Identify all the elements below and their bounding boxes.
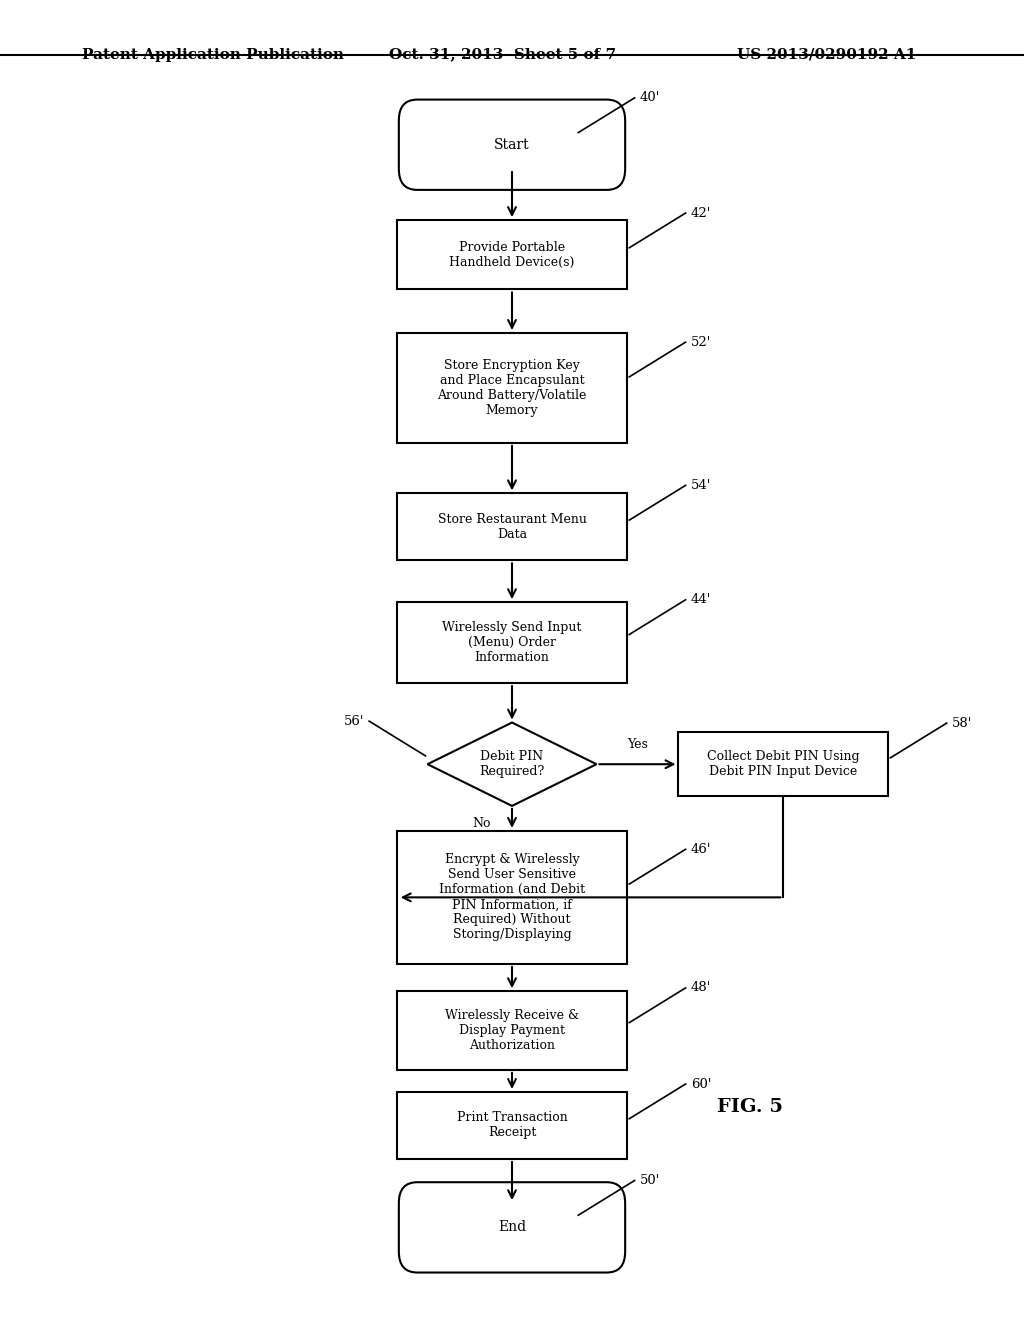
Bar	[678, 733, 888, 796]
Polygon shape	[428, 722, 596, 807]
Text: 54': 54'	[691, 479, 711, 492]
Text: Debit PIN
Required?: Debit PIN Required?	[479, 750, 545, 779]
Bar	[397, 220, 627, 289]
Bar	[397, 991, 627, 1071]
Text: Yes: Yes	[627, 738, 648, 751]
Text: Oct. 31, 2013  Sheet 5 of 7: Oct. 31, 2013 Sheet 5 of 7	[389, 48, 616, 62]
Text: 52': 52'	[691, 335, 711, 348]
Text: 50': 50'	[640, 1173, 660, 1187]
Text: 44': 44'	[691, 593, 711, 606]
Text: 60': 60'	[691, 1077, 712, 1090]
Text: Print Transaction
Receipt: Print Transaction Receipt	[457, 1111, 567, 1139]
Text: US 2013/0290192 A1: US 2013/0290192 A1	[737, 48, 916, 62]
Text: Start: Start	[495, 137, 529, 152]
FancyBboxPatch shape	[398, 99, 625, 190]
FancyBboxPatch shape	[398, 1183, 625, 1272]
Text: Store Restaurant Menu
Data: Store Restaurant Menu Data	[437, 513, 587, 541]
Text: Wirelessly Send Input
(Menu) Order
Information: Wirelessly Send Input (Menu) Order Infor…	[442, 622, 582, 664]
Text: 48': 48'	[691, 981, 711, 994]
Bar	[397, 830, 627, 964]
Text: No: No	[472, 817, 490, 830]
Text: 56': 56'	[343, 714, 365, 727]
Text: 58': 58'	[952, 717, 972, 730]
Bar	[397, 602, 627, 684]
Text: 46': 46'	[691, 842, 712, 855]
Bar	[397, 1092, 627, 1159]
Text: Collect Debit PIN Using
Debit PIN Input Device: Collect Debit PIN Using Debit PIN Input …	[707, 750, 860, 779]
Text: Provide Portable
Handheld Device(s): Provide Portable Handheld Device(s)	[450, 240, 574, 269]
Bar	[397, 333, 627, 444]
Text: Patent Application Publication: Patent Application Publication	[82, 48, 344, 62]
Text: 42': 42'	[691, 206, 711, 219]
Bar	[397, 494, 627, 561]
Text: Store Encryption Key
and Place Encapsulant
Around Battery/Volatile
Memory: Store Encryption Key and Place Encapsula…	[437, 359, 587, 417]
Text: End: End	[498, 1221, 526, 1234]
Text: 40': 40'	[640, 91, 660, 104]
Text: Wirelessly Receive &
Display Payment
Authorization: Wirelessly Receive & Display Payment Aut…	[445, 1008, 579, 1052]
Text: Encrypt & Wirelessly
Send User Sensitive
Information (and Debit
PIN Information,: Encrypt & Wirelessly Send User Sensitive…	[439, 853, 585, 941]
Text: FIG. 5: FIG. 5	[717, 1097, 782, 1115]
